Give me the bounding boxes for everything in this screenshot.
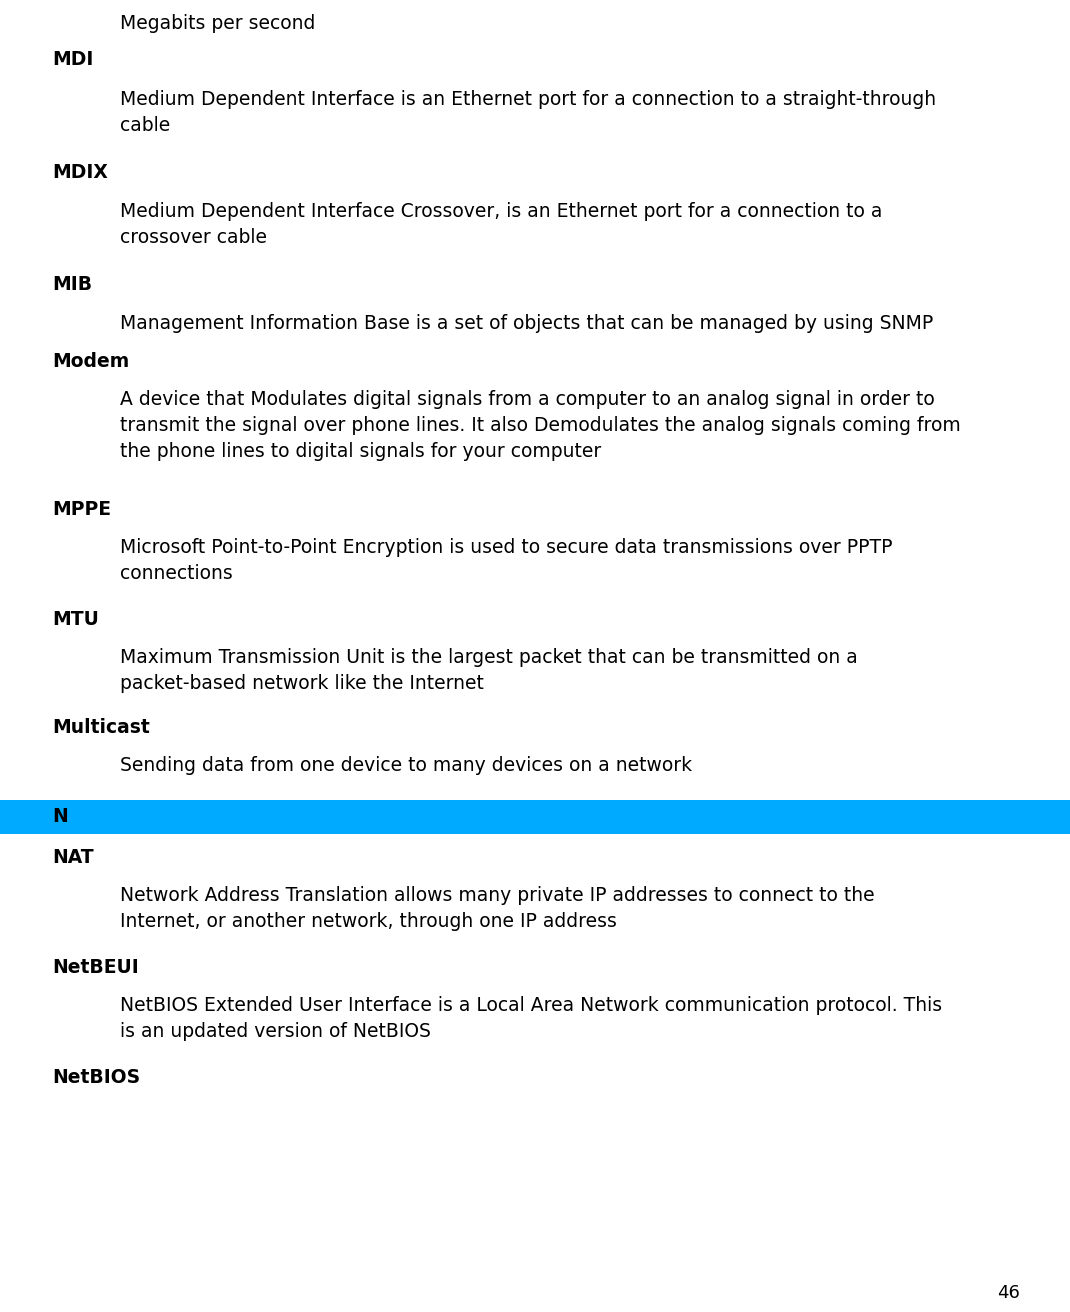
Text: Modem: Modem [52,352,129,371]
Text: Megabits per second: Megabits per second [120,14,316,33]
Text: Medium Dependent Interface is an Ethernet port for a connection to a straight-th: Medium Dependent Interface is an Etherne… [120,91,936,109]
Text: Management Information Base is a set of objects that can be managed by using SNM: Management Information Base is a set of … [120,314,933,333]
Text: the phone lines to digital signals for your computer: the phone lines to digital signals for y… [120,442,601,461]
Text: cable: cable [120,115,170,135]
Text: Medium Dependent Interface Crossover, is an Ethernet port for a connection to a: Medium Dependent Interface Crossover, is… [120,202,883,220]
Text: MTU: MTU [52,610,98,628]
Text: Multicast: Multicast [52,718,150,737]
Text: Maximum Transmission Unit is the largest packet that can be transmitted on a: Maximum Transmission Unit is the largest… [120,648,858,666]
Text: MDIX: MDIX [52,163,108,182]
Text: MIB: MIB [52,276,92,294]
Text: N: N [52,807,67,827]
Text: A device that Modulates digital signals from a computer to an analog signal in o: A device that Modulates digital signals … [120,390,935,409]
Text: Sending data from one device to many devices on a network: Sending data from one device to many dev… [120,756,692,775]
Text: NetBIOS Extended User Interface is a Local Area Network communication protocol. : NetBIOS Extended User Interface is a Loc… [120,996,942,1015]
Bar [0,800,1070,834]
Text: Network Address Translation allows many private IP addresses to connect to the: Network Address Translation allows many … [120,886,874,905]
Text: NetBIOS: NetBIOS [52,1068,140,1088]
Text: packet-based network like the Internet: packet-based network like the Internet [120,674,484,693]
Text: MDI: MDI [52,50,93,70]
Text: Microsoft Point-to-Point Encryption is used to secure data transmissions over PP: Microsoft Point-to-Point Encryption is u… [120,538,892,558]
Text: connections: connections [120,564,233,583]
Text: NAT: NAT [52,848,94,867]
Text: is an updated version of NetBIOS: is an updated version of NetBIOS [120,1022,431,1040]
Text: transmit the signal over phone lines. It also Demodulates the analog signals com: transmit the signal over phone lines. It… [120,416,961,436]
Text: 46: 46 [997,1284,1020,1302]
Text: MPPE: MPPE [52,500,111,520]
Text: Internet, or another network, through one IP address: Internet, or another network, through on… [120,912,617,932]
Text: crossover cable: crossover cable [120,228,268,247]
Text: NetBEUI: NetBEUI [52,958,139,977]
